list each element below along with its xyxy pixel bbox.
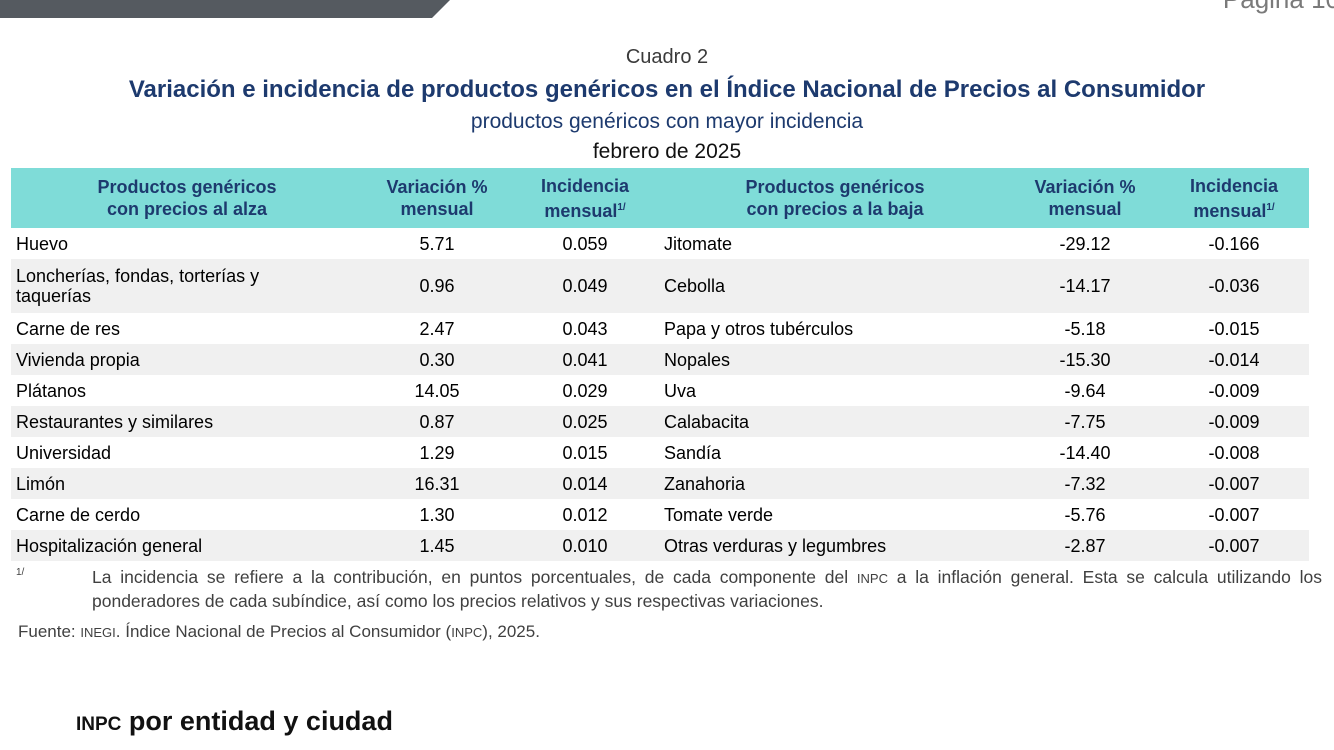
header-down-products: Productos genéricos con precios a la baja [659, 168, 1011, 228]
up-product: Limón [11, 468, 363, 499]
up-incidence: 0.015 [562, 442, 608, 463]
up-product: Carne de res [16, 318, 121, 339]
table-number: Cuadro 2 [625, 46, 709, 68]
up-product: Hospitalización general [11, 530, 363, 561]
up-product: Universidad [16, 442, 112, 463]
up-incidence: 0.049 [511, 259, 659, 313]
header-banner [0, 0, 450, 18]
up-incidence: 0.014 [511, 468, 659, 499]
down-product: Papa y otros tubérculos [664, 318, 854, 339]
up-variation: 0.96 [363, 259, 511, 313]
down-incidence: -0.014 [1159, 344, 1309, 375]
down-product: Jitomate [664, 233, 733, 254]
down-incidence: -0.009 [1208, 380, 1260, 401]
down-product: Cebolla [659, 259, 1011, 313]
table-row: Limón 16.31 0.014 Zanahoria -7.32 -0.007 [11, 468, 1309, 499]
table-row: Universidad 1.29 0.015 Sandía -14.40 -0.… [11, 437, 1309, 468]
up-incidence: 0.025 [511, 406, 659, 437]
down-variation: -5.76 [1064, 504, 1106, 525]
up-product: Loncherías, fondas, torterías y taquería… [11, 259, 363, 313]
up-variation: 16.31 [363, 468, 511, 499]
down-incidence: -0.007 [1208, 504, 1260, 525]
down-variation: -14.17 [1011, 259, 1159, 313]
table-row: Hospitalización general 1.45 0.010 Otras… [11, 530, 1309, 561]
down-incidence: -0.166 [1208, 233, 1260, 254]
up-incidence: 0.012 [562, 504, 608, 525]
down-variation: -9.64 [1064, 380, 1106, 401]
down-product: Zanahoria [659, 468, 1011, 499]
header-up-products: Productos genéricos con precios al alza [11, 168, 363, 228]
table-row: Plátanos 14.05 0.029 Uva -9.64 -0.009 [11, 375, 1309, 406]
down-product: Sandía [664, 442, 722, 463]
table-row: Huevo 5.71 0.059 Jitomate -29.12 -0.166 [11, 228, 1309, 259]
up-variation: 14.05 [414, 380, 460, 401]
down-incidence: -0.007 [1159, 468, 1309, 499]
down-variation: -29.12 [1059, 233, 1111, 254]
table-period: febrero de 2025 [592, 140, 742, 163]
up-product: Restaurantes y similares [11, 406, 363, 437]
down-variation: -7.75 [1011, 406, 1159, 437]
footnote-text: La incidencia se refiere a la contribuci… [92, 567, 1323, 611]
down-variation: -5.18 [1064, 318, 1106, 339]
down-product: Tomate verde [664, 504, 774, 525]
down-incidence: -0.008 [1208, 442, 1260, 463]
footnote: 1/ La incidencia se refiere a la contrib… [16, 566, 1322, 612]
table-header-row: Productos genéricos con precios al alza V… [11, 168, 1309, 228]
section-heading: INPC por entidad y ciudad [76, 706, 393, 736]
incidence-table: Productos genéricos con precios al alza V… [11, 168, 1309, 561]
footnote-mark: 1/ [16, 567, 25, 578]
table-row: Restaurantes y similares 0.87 0.025 Cala… [11, 406, 1309, 437]
down-product: Nopales [659, 344, 1011, 375]
down-variation: -14.40 [1059, 442, 1111, 463]
down-variation: -7.32 [1011, 468, 1159, 499]
up-variation: 1.30 [419, 504, 455, 525]
up-product: Carne de cerdo [16, 504, 141, 525]
down-variation: -15.30 [1011, 344, 1159, 375]
up-variation: 0.30 [363, 344, 511, 375]
up-variation: 1.45 [363, 530, 511, 561]
up-incidence: 0.043 [562, 318, 608, 339]
up-incidence: 0.029 [562, 380, 608, 401]
up-incidence: 0.059 [562, 233, 608, 254]
down-variation: -2.87 [1011, 530, 1159, 561]
down-incidence: -0.036 [1159, 259, 1309, 313]
up-variation: 1.29 [419, 442, 455, 463]
up-variation: 5.71 [419, 233, 455, 254]
down-incidence: -0.015 [1208, 318, 1260, 339]
page-label: Página 10 [1223, 0, 1334, 15]
table-subtitle: productos genéricos con mayor incidencia [470, 110, 864, 133]
down-incidence: -0.007 [1159, 530, 1309, 561]
down-product: Otras verduras y legumbres [659, 530, 1011, 561]
up-product: Huevo [16, 233, 69, 254]
up-product: Plátanos [16, 380, 87, 401]
table-title: Variación e incidencia de productos gené… [128, 76, 1206, 103]
up-incidence: 0.010 [511, 530, 659, 561]
up-variation: 2.47 [419, 318, 455, 339]
header-up-incidence: Incidencia mensual1/ [511, 168, 659, 228]
table-row: Carne de res 2.47 0.043 Papa y otros tub… [11, 313, 1309, 344]
down-incidence: -0.009 [1159, 406, 1309, 437]
down-product: Uva [664, 380, 697, 401]
header-down-variation: Variación % mensual [1011, 168, 1159, 228]
table-row: Carne de cerdo 1.30 0.012 Tomate verde -… [11, 499, 1309, 530]
header-down-incidence: Incidencia mensual1/ [1159, 168, 1309, 228]
up-variation: 0.87 [363, 406, 511, 437]
table-row: Loncherías, fondas, torterías y taquería… [11, 259, 1309, 313]
header-up-variation: Variación % mensual [363, 168, 511, 228]
down-product: Calabacita [659, 406, 1011, 437]
table-row: Vivienda propia 0.30 0.041 Nopales -15.3… [11, 344, 1309, 375]
source-note: Fuente: INEGI. Índice Nacional de Precio… [18, 622, 540, 641]
up-product: Vivienda propia [11, 344, 363, 375]
up-incidence: 0.041 [511, 344, 659, 375]
